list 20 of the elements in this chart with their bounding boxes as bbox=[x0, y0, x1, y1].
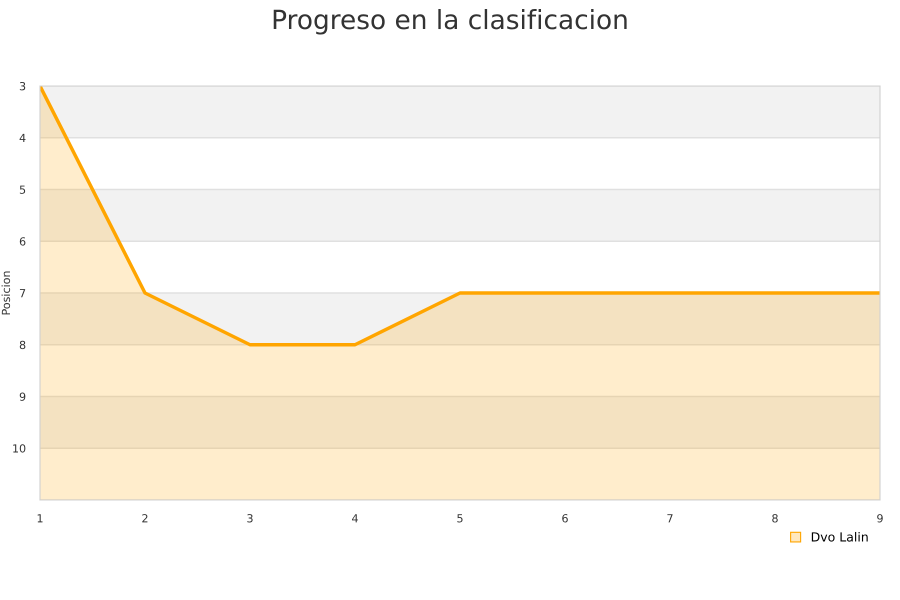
x-tick-label: 5 bbox=[457, 514, 463, 522]
y-tick-label: 8 bbox=[20, 340, 26, 350]
y-tick-label: 6 bbox=[20, 237, 26, 246]
x-tick-label: 3 bbox=[247, 514, 253, 522]
y-tick-label: 4 bbox=[20, 134, 26, 142]
y-tick-label: 7 bbox=[20, 289, 26, 298]
x-tick-label: 1 bbox=[38, 514, 43, 522]
x-tick-label: 8 bbox=[772, 514, 778, 522]
y-tick-label: 3 bbox=[20, 82, 26, 90]
y-tick-label: 5 bbox=[20, 186, 26, 194]
x-tick-label: 9 bbox=[877, 514, 883, 522]
legend-label: Dvo Lalin bbox=[812, 532, 868, 542]
y-axis-title: Posicion bbox=[2, 271, 10, 314]
x-tick-label: 7 bbox=[667, 514, 673, 522]
x-tick-label: 4 bbox=[352, 514, 358, 522]
x-tick-label: 2 bbox=[142, 514, 148, 522]
chart-title: Progreso en la clasificacion bbox=[274, 9, 627, 35]
x-tick-label: 6 bbox=[562, 514, 568, 522]
y-tick-label: 10 bbox=[13, 444, 26, 453]
y-tick-label: 9 bbox=[20, 392, 26, 401]
